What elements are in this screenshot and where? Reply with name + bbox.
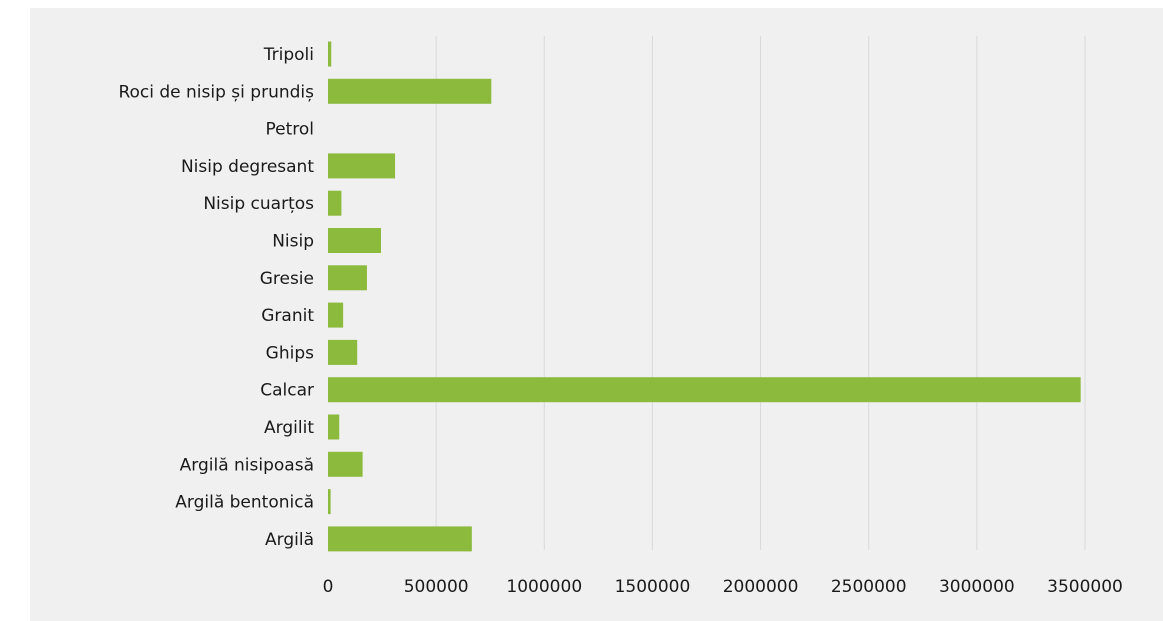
bar-argilit — [328, 414, 340, 440]
x-tick-label-3000000: 3000000 — [939, 577, 1015, 597]
category-label-argila: Argilă — [265, 530, 314, 550]
category-label-argila-bentonica: Argilă bentonică — [175, 493, 314, 513]
bar-roci-de-nisip-si-prundis — [328, 78, 492, 104]
category-label-roci-de-nisip-si-prundis: Roci de nisip și prundiș — [118, 82, 314, 102]
category-label-calcar: Calcar — [260, 381, 314, 401]
bar-nisip-cuartos — [328, 190, 342, 216]
category-label-ghips: Ghips — [266, 343, 314, 363]
x-axis-ticks: 0 500000 1000000 1500000 2000000 2500000 30000… — [323, 577, 1123, 597]
x-tick-label-1000000: 1000000 — [506, 577, 582, 597]
category-label-argila-nisipoasa: Argilă nisipoasă — [180, 455, 314, 475]
bar-ghips — [328, 339, 358, 365]
bar-layer — [328, 41, 1081, 552]
x-tick-label-500000: 500000 — [404, 577, 469, 597]
grid-layer — [435, 36, 1086, 550]
bar-nisip — [328, 228, 381, 253]
bar-granit — [328, 302, 344, 328]
category-label-granit: Granit — [261, 306, 314, 326]
category-label-petrol: Petrol — [265, 120, 314, 140]
bar-gresie — [328, 265, 367, 291]
bar-tripoli — [328, 41, 332, 67]
x-tick-label-3500000: 3500000 — [1047, 577, 1123, 597]
category-label-nisip: Nisip — [272, 232, 314, 252]
chart-panel: Tripoli Roci de nisip și prundiș Petrol Nis… — [30, 8, 1163, 621]
bar-argila-bentonica — [328, 489, 331, 515]
category-label-nisip-degresant: Nisip degresant — [181, 157, 314, 177]
bar-argila-nisipoasa — [328, 451, 363, 477]
category-label-nisip-cuartos: Nisip cuarțos — [203, 194, 314, 214]
bar-calcar — [328, 377, 1081, 403]
bar-argila — [328, 526, 472, 552]
bar-nisip-degresant — [328, 153, 396, 179]
x-tick-label-2500000: 2500000 — [831, 577, 907, 597]
category-label-argilit: Argilit — [264, 418, 314, 438]
bar-chart: Tripoli Roci de nisip și prundiș Petrol Nis… — [118, 36, 1123, 597]
category-labels: Tripoli Roci de nisip și prundiș Petrol Nis… — [118, 45, 314, 550]
x-tick-label-1500000: 1500000 — [615, 577, 691, 597]
x-tick-label-2000000: 2000000 — [723, 577, 799, 597]
category-label-gresie: Gresie — [260, 269, 314, 289]
x-tick-label-0: 0 — [323, 577, 334, 597]
category-label-tripoli: Tripoli — [263, 45, 314, 65]
